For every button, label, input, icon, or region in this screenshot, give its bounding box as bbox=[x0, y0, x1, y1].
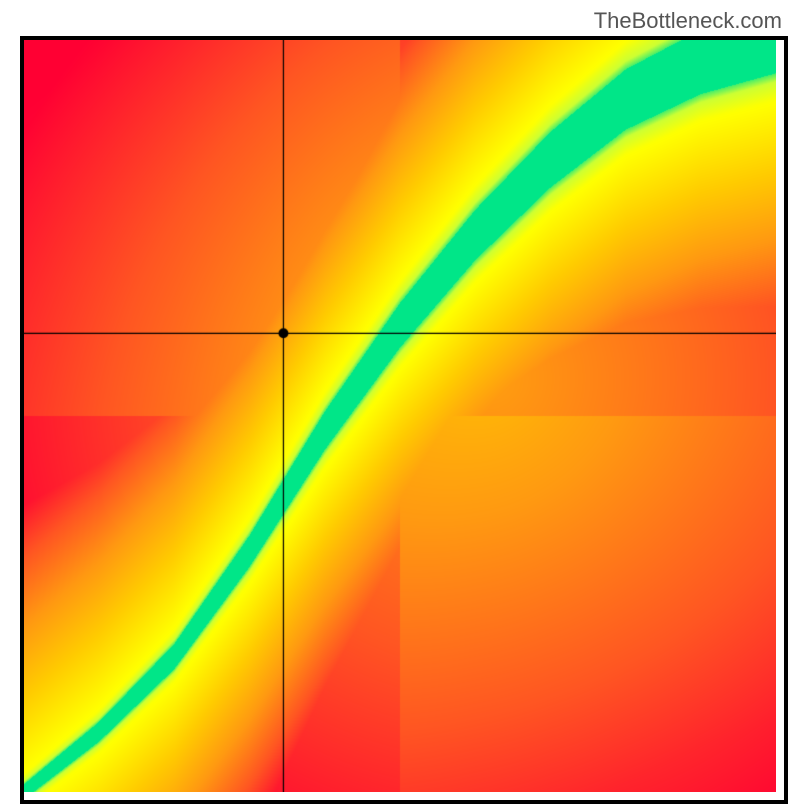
bottleneck-heatmap bbox=[20, 36, 788, 804]
heatmap-canvas bbox=[24, 40, 776, 792]
watermark-text: TheBottleneck.com bbox=[594, 8, 782, 34]
